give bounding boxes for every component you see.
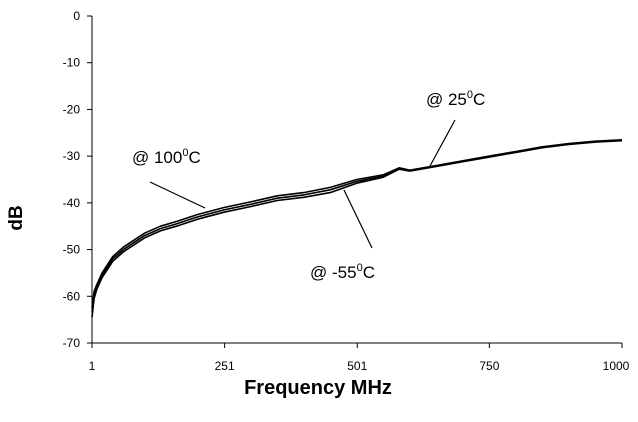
y-axis-title: dB — [6, 205, 27, 230]
annotation-label-100c-unit: C — [188, 148, 200, 167]
annotation-label-minus55c-sup: 0 — [357, 262, 363, 274]
annotation-label-25c-unit: C — [473, 90, 485, 109]
annotation-label-25c-sup: 0 — [467, 89, 473, 101]
series-line-3 — [91, 139, 623, 313]
annotation-label-25c-main: @ 25 — [426, 90, 467, 109]
x-tick-label: 251 — [215, 359, 235, 373]
annotation-label-25c: @ 250C — [426, 89, 485, 109]
annotation-label-minus55c-unit: C — [363, 263, 375, 282]
x-tick-label: 750 — [479, 359, 499, 373]
y-tick-label: -50 — [63, 243, 81, 257]
x-tick-label: 501 — [347, 359, 367, 373]
annotation-label-100c-main: @ 100 — [132, 148, 182, 167]
y-tick-label: -70 — [63, 336, 81, 350]
annotation-pointer-100c — [149, 181, 206, 209]
x-axis-title: Frequency MHz — [244, 377, 392, 399]
y-tick-label: -30 — [63, 149, 81, 163]
series-layer — [91, 139, 623, 318]
annotation-label-100c-sup: 0 — [182, 147, 188, 159]
annotation-label-100c: @ 1000C — [132, 147, 201, 167]
x-tick-label: 1000 — [603, 359, 630, 373]
annotation-pointer-25c — [429, 119, 456, 167]
annotation-label-minus55c-main: @ -55 — [310, 263, 357, 282]
x-axis-ticks: 1 251 501 750 1000 — [89, 343, 630, 373]
y-tick-label: -40 — [63, 196, 81, 210]
y-tick-label: -10 — [63, 56, 81, 70]
y-tick-label: -20 — [63, 102, 81, 116]
annotation-label-minus55c: @ -550C — [310, 262, 375, 282]
annotation-pointer-minus55c — [343, 189, 373, 249]
annotation-layer: @ 1000C @ 250C @ -550C — [132, 89, 485, 282]
y-axis-ticks: 0 -10 -20 -30 -40 -50 -60 -70 — [63, 9, 92, 350]
x-tick-label: 1 — [89, 359, 96, 373]
y-tick-label: 0 — [73, 9, 80, 23]
y-tick-label: -60 — [63, 289, 81, 303]
series-line-2 — [91, 139, 623, 318]
